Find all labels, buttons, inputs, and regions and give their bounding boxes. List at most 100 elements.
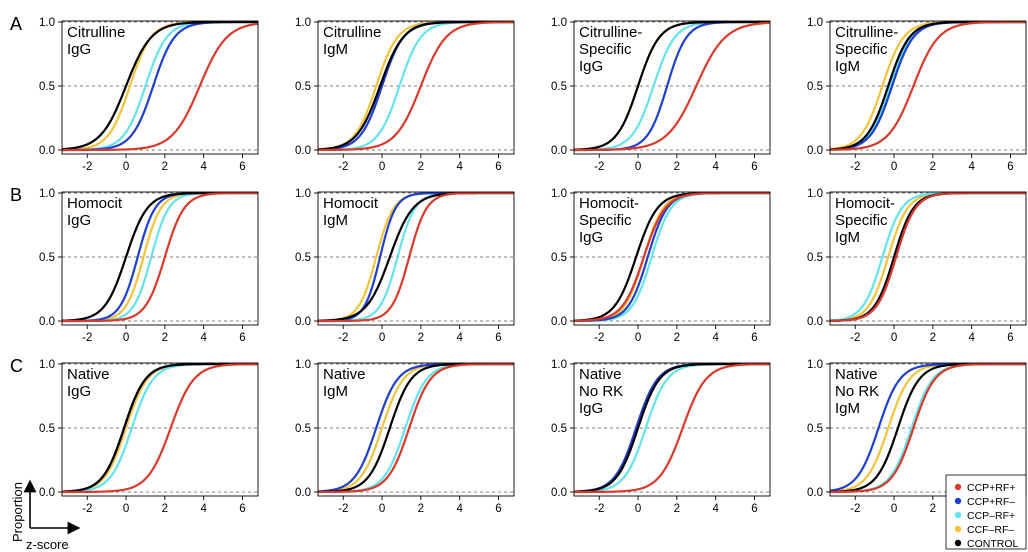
- series-line: [830, 192, 1026, 322]
- plot-frame: [317, 20, 515, 155]
- panel-title-line: Citrulline: [67, 24, 125, 41]
- panel-title-line: IgM: [323, 41, 348, 58]
- legend-label: CONTROL: [967, 538, 1018, 550]
- x-tick-label: 4: [456, 332, 463, 344]
- panel-title-line: IgM: [835, 229, 860, 246]
- x-tick-label: 6: [239, 503, 245, 515]
- series-line: [574, 363, 770, 493]
- series-group: [62, 192, 258, 323]
- series-group: [574, 192, 770, 323]
- x-tick-label: -2: [850, 332, 860, 344]
- plot-frame: [61, 191, 259, 326]
- x-tick-label: 4: [200, 161, 207, 173]
- panel-title-line: Citrulline-: [835, 24, 898, 41]
- plot-frame: [317, 191, 515, 326]
- x-tick-label: 4: [456, 503, 463, 515]
- y-tick-label: 0.5: [807, 252, 823, 264]
- x-tick-label: 4: [456, 161, 463, 173]
- panel-title-line: IgM: [835, 58, 860, 75]
- x-tick-label: 6: [751, 161, 757, 173]
- y-tick-label: 0.0: [807, 487, 823, 499]
- series-line: [62, 363, 258, 494]
- x-tick-label: 2: [674, 332, 680, 344]
- y-tick-label: 1.0: [807, 359, 823, 371]
- x-tick-label: 0: [123, 503, 129, 515]
- x-tick-label: 0: [379, 503, 385, 515]
- legend-item: CCP+RF+: [954, 482, 1015, 494]
- legend-swatch-ccp-rf-neg: [954, 497, 962, 505]
- panel-title-line: IgG: [579, 400, 603, 417]
- panel-title-line: IgG: [579, 229, 603, 246]
- x-tick-label: 0: [891, 503, 897, 515]
- y-tick-label: 0.5: [39, 252, 55, 264]
- y-axis-word: Proportion: [10, 482, 25, 542]
- y-tick-label: 1.0: [295, 188, 311, 200]
- y-tick-label: 0.0: [807, 145, 823, 157]
- x-tick-label: 4: [200, 332, 207, 344]
- panel-title-line: IgM: [323, 212, 348, 229]
- legend-item: CONTROL: [954, 538, 1018, 550]
- x-tick-label: 2: [162, 503, 168, 515]
- row-letter-a: A: [10, 14, 22, 34]
- y-tick-label: 1.0: [39, 359, 55, 371]
- series-group: [318, 192, 514, 323]
- y-tick-label: 1.0: [39, 17, 55, 29]
- panel-title-line: IgG: [67, 41, 91, 58]
- x-tick-label: 6: [495, 332, 501, 344]
- panel-title-line: Specific: [835, 212, 888, 229]
- y-tick-label: 0.5: [551, 423, 567, 435]
- panel-title-line: IgG: [67, 212, 91, 229]
- panel-title-line: Specific: [579, 212, 632, 229]
- plot-frame: [61, 20, 259, 155]
- series-group: [830, 192, 1026, 322]
- y-tick-label: 0.0: [295, 316, 311, 328]
- legend-label: CCP+RF–: [967, 496, 1015, 508]
- plot-frame: [829, 20, 1027, 155]
- plot-frame: [573, 20, 771, 155]
- x-tick-label: 6: [751, 503, 757, 515]
- x-tick-label: 2: [418, 161, 424, 173]
- plot-frame: [573, 362, 771, 497]
- axis-orientation-glyph: Proportion z-score: [10, 479, 81, 552]
- panel-title-line: Specific: [835, 41, 888, 58]
- panel-title-line: No RK: [835, 383, 879, 400]
- series-line: [318, 363, 514, 494]
- y-tick-label: 1.0: [295, 17, 311, 29]
- panel-title-line: IgG: [579, 58, 603, 75]
- series-line: [830, 21, 1026, 151]
- legend-label: CCP–RF+: [967, 510, 1015, 522]
- series-group: [318, 363, 514, 494]
- y-tick-label: 0.5: [39, 423, 55, 435]
- x-tick-label: 0: [635, 161, 641, 173]
- x-tick-label: 2: [930, 332, 936, 344]
- legend-swatch-ccp-neg-rf-pos: [954, 511, 962, 519]
- x-tick-label: -2: [82, 161, 92, 173]
- x-tick-label: 6: [1007, 161, 1013, 173]
- x-tick-label: 2: [930, 161, 936, 173]
- x-tick-label: 4: [712, 332, 719, 344]
- y-tick-label: 0.5: [39, 81, 55, 93]
- series-line: [62, 21, 258, 151]
- series-line: [62, 22, 258, 152]
- panel-title-line: Homocit: [67, 195, 123, 212]
- x-tick-label: 4: [968, 332, 975, 344]
- series-group: [830, 363, 1026, 494]
- panel-title-line: Specific: [579, 41, 632, 58]
- plot-frame: [829, 191, 1027, 326]
- legend-label: CCF–RF–: [967, 524, 1014, 536]
- panel-title-line: Native: [67, 366, 110, 383]
- legend-swatch-ccf-neg-rf-neg: [954, 525, 962, 533]
- y-tick-label: 1.0: [551, 359, 567, 371]
- x-tick-label: 2: [674, 503, 680, 515]
- y-tick-label: 1.0: [551, 188, 567, 200]
- x-tick-label: 2: [930, 503, 936, 515]
- x-tick-label: 0: [123, 332, 129, 344]
